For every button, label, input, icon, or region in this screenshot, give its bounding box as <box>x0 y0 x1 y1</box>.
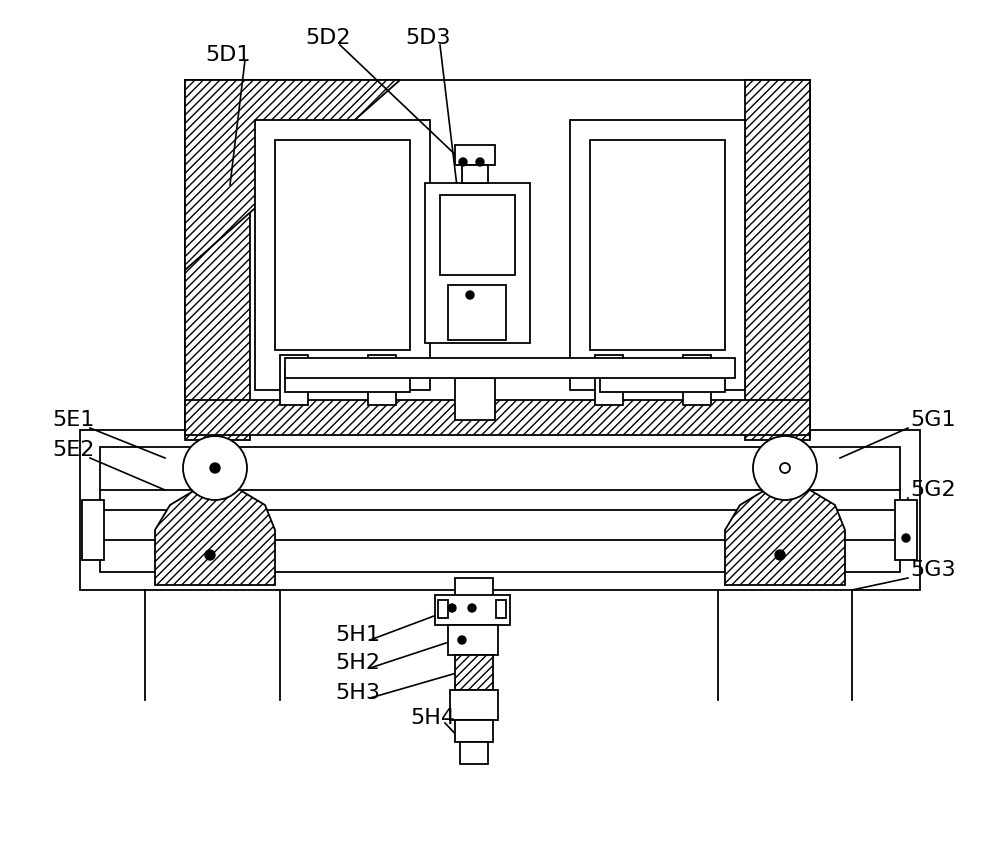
Bar <box>455 378 495 420</box>
Circle shape <box>476 158 484 166</box>
Bar <box>595 355 623 405</box>
Bar <box>462 165 488 183</box>
Circle shape <box>466 291 474 299</box>
Bar <box>438 600 448 618</box>
Bar <box>185 80 250 440</box>
Polygon shape <box>185 80 400 270</box>
Text: 5H1: 5H1 <box>335 625 380 645</box>
Bar <box>455 720 493 742</box>
Polygon shape <box>725 490 845 585</box>
Bar <box>185 400 810 435</box>
Text: 5D2: 5D2 <box>305 28 351 48</box>
Bar <box>600 370 725 392</box>
Bar <box>255 120 430 390</box>
Text: 5G3: 5G3 <box>910 560 956 580</box>
Text: 5D1: 5D1 <box>205 45 250 65</box>
Text: 5H4: 5H4 <box>410 708 455 728</box>
Text: 5E1: 5E1 <box>52 410 94 430</box>
Bar <box>448 625 498 655</box>
Bar <box>82 500 104 560</box>
Circle shape <box>775 550 785 560</box>
Text: 5E2: 5E2 <box>52 440 94 460</box>
Bar <box>745 80 810 440</box>
Text: 5H2: 5H2 <box>335 653 380 673</box>
Bar <box>450 690 498 720</box>
Bar <box>460 742 488 764</box>
Circle shape <box>780 463 790 473</box>
Circle shape <box>902 534 910 542</box>
Bar <box>425 183 530 343</box>
Circle shape <box>458 636 466 644</box>
Text: 5G2: 5G2 <box>910 480 956 500</box>
Bar <box>895 500 917 560</box>
Bar <box>440 195 515 275</box>
Text: 5D3: 5D3 <box>405 28 450 48</box>
Bar <box>455 145 495 165</box>
Circle shape <box>210 463 220 473</box>
Bar <box>368 355 396 405</box>
Circle shape <box>468 604 476 612</box>
Bar <box>100 447 900 572</box>
Circle shape <box>459 158 467 166</box>
Bar <box>590 140 725 350</box>
Circle shape <box>183 436 247 500</box>
Bar <box>455 655 493 690</box>
Bar <box>185 80 810 440</box>
Bar <box>455 578 493 596</box>
Circle shape <box>753 436 817 500</box>
Bar <box>80 430 920 590</box>
Polygon shape <box>155 490 275 585</box>
Bar <box>435 595 510 625</box>
Circle shape <box>205 550 215 560</box>
Circle shape <box>448 604 456 612</box>
Bar <box>683 355 711 405</box>
Text: 5H3: 5H3 <box>335 683 380 703</box>
Bar <box>285 370 410 392</box>
Bar <box>285 358 735 378</box>
Bar <box>570 120 745 390</box>
Bar <box>496 600 506 618</box>
Bar <box>280 355 308 405</box>
Text: 5G1: 5G1 <box>910 410 956 430</box>
Bar <box>448 285 506 340</box>
Bar <box>275 140 410 350</box>
